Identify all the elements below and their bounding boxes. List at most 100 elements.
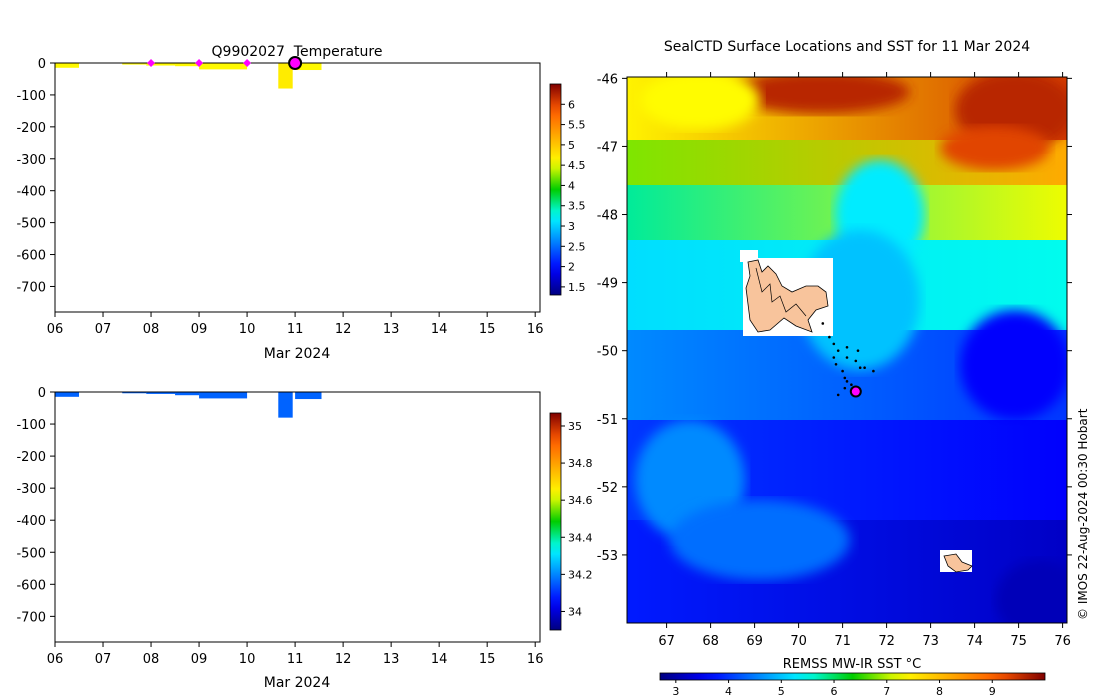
track-point (836, 393, 840, 397)
track-point (828, 335, 831, 339)
x-tick-label: 07 (95, 322, 112, 337)
sst-patch (670, 500, 850, 580)
colorbar-tick-label: 34 (568, 605, 582, 618)
heard-island-shape (943, 553, 973, 573)
x-tick-label: 11 (287, 652, 304, 667)
sst-map-longitude-axis: 67 68 69 70 71 72 73 74 75 76 (658, 72, 1071, 649)
x-tick-label: 11 (287, 322, 304, 337)
colorbar-tick-label: 4 (725, 685, 732, 698)
profile-bar-3 (175, 392, 200, 396)
salinity-x-label: Mar 2024 (264, 675, 331, 691)
x-tick-label: 09 (191, 652, 208, 667)
x-tick-label: 16 (527, 652, 544, 667)
x-tick-label: 12 (335, 652, 352, 667)
track-point (854, 359, 858, 363)
salinity-panel: 0 -100 -200 -300 -400 -500 -600 -700 06 07 08 09 10… (16, 386, 592, 691)
y-tick-label: -300 (16, 482, 46, 497)
colorbar-tick-label: 4.5 (568, 159, 586, 172)
track-point (843, 376, 847, 380)
salinity-colorbar: 34 34.2 34.4 34.6 34.8 35 (549, 412, 593, 631)
colorbar-tick-label: 34.6 (568, 494, 593, 507)
sst-patch (940, 126, 1050, 170)
profile-bar-3 (175, 63, 200, 67)
longitude-tick-label: 76 (1054, 634, 1071, 649)
current-position-marker (849, 385, 862, 398)
profile-bar-0 (55, 392, 80, 397)
temperature-profile-bars (55, 63, 322, 89)
current-profile-marker (288, 56, 303, 70)
latitude-tick-label: -48 (597, 209, 618, 224)
sst-patch (995, 560, 1067, 623)
y-tick-label: -600 (16, 578, 46, 593)
kerguelen-island-shape (745, 259, 829, 333)
y-tick-label: -200 (16, 450, 46, 465)
surface-marker (147, 59, 156, 67)
x-tick-label: 15 (479, 652, 496, 667)
colorbar-tick-label: 3 (568, 220, 575, 233)
sst-colorbar: 3 4 5 6 7 8 9 (659, 672, 1046, 698)
track-point (845, 356, 849, 359)
latitude-tick-label: -47 (597, 140, 618, 155)
temperature-panel: Q9902027 Temperature 0 -100 -200 -300 -400 -5… (16, 44, 585, 362)
surface-marker (243, 59, 252, 67)
colorbar-tick-label: 2 (568, 261, 575, 274)
latitude-tick-label: -49 (597, 277, 618, 292)
latitude-tick-label: -51 (597, 413, 618, 428)
colorbar-tick-label: 8 (936, 685, 943, 698)
track-point (843, 386, 847, 390)
x-tick-label: 13 (383, 652, 400, 667)
track-point (863, 366, 866, 370)
profile-bar-1 (122, 392, 147, 394)
y-tick-label: -700 (16, 280, 46, 295)
colorbar-ramp (549, 412, 562, 631)
sst-patch (960, 310, 1067, 420)
longitude-tick-label: 71 (834, 634, 851, 649)
track-point (845, 380, 849, 383)
temperature-x-label: Mar 2024 (264, 346, 331, 362)
x-tick-label: 10 (239, 322, 256, 337)
track-point (856, 349, 860, 352)
x-tick-label: 13 (383, 322, 400, 337)
track-point (836, 349, 840, 352)
track-point (821, 322, 825, 325)
y-tick-label: -500 (16, 217, 46, 232)
profile-bar-5 (278, 392, 293, 418)
y-tick-label: -100 (16, 418, 46, 433)
y-tick-label: -400 (16, 185, 46, 200)
colorbar-tick-label: 5 (568, 139, 575, 152)
colorbar-tick-label: 3.5 (568, 200, 586, 213)
colorbar-tick-label: 34.4 (568, 531, 593, 544)
colorbar-tick-label: 5.5 (568, 119, 586, 132)
track-point (872, 369, 875, 373)
y-tick-label: -400 (16, 514, 46, 529)
profile-bar-1 (122, 63, 147, 65)
y-tick-label: -600 (16, 249, 46, 264)
x-tick-label: 07 (95, 652, 112, 667)
sst-field (627, 77, 1067, 623)
longitude-tick-label: 73 (922, 634, 939, 649)
surface-marker (195, 59, 204, 67)
x-tick-label: 08 (143, 322, 160, 337)
x-tick-label: 14 (431, 322, 448, 337)
colorbar-tick-label: 9 (989, 685, 996, 698)
track-point (845, 345, 849, 349)
y-tick-label: -700 (16, 610, 46, 625)
x-tick-label: 06 (47, 652, 64, 667)
profile-bar-6 (295, 392, 322, 400)
salinity-x-axis: 06 07 08 09 10 11 12 13 14 15 16 (47, 642, 544, 667)
latitude-tick-label: -50 (597, 345, 618, 360)
colorbar-tick-label: 2.5 (568, 240, 586, 253)
x-tick-label: 16 (527, 322, 544, 337)
colorbar-ramp (549, 83, 562, 296)
temperature-x-axis: 06 07 08 09 10 11 12 13 14 15 16 (47, 312, 544, 337)
colorbar-tick-label: 5 (778, 685, 785, 698)
profile-bar-4 (199, 392, 248, 399)
sst-map-latitude-axis: -46 -47 -48 -49 -50 -51 -52 -53 (597, 72, 1072, 564)
longitude-tick-label: 74 (966, 634, 983, 649)
longitude-tick-label: 69 (746, 634, 763, 649)
sst-patch (730, 77, 910, 114)
x-tick-label: 14 (431, 652, 448, 667)
latitude-tick-label: -52 (597, 481, 618, 496)
imos-credit: © IMOS 22-Aug-2024 00:30 Hobart (1076, 408, 1090, 620)
profile-bar-0 (55, 63, 80, 68)
